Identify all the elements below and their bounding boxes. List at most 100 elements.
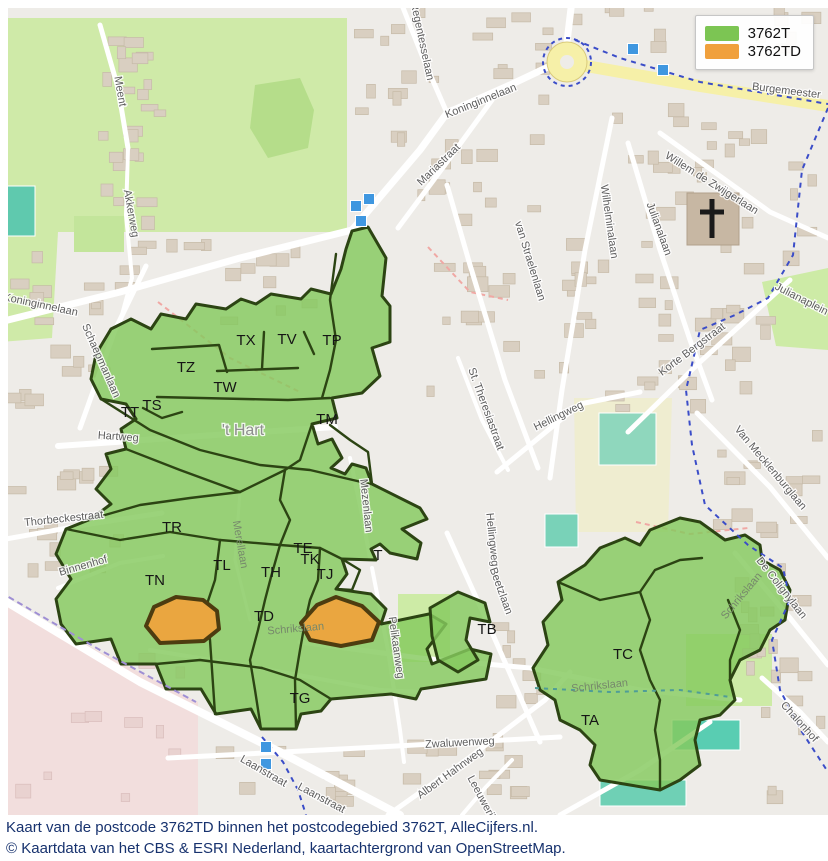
postcode-inner-border xyxy=(334,557,362,592)
building xyxy=(334,795,354,807)
postcode-inner-border xyxy=(150,343,229,374)
building xyxy=(761,707,771,718)
building xyxy=(153,109,167,117)
area-3762T-east xyxy=(531,516,792,792)
postcode-inner-border xyxy=(141,406,184,420)
building xyxy=(767,785,777,796)
building xyxy=(239,782,256,795)
footpath xyxy=(427,246,509,301)
building xyxy=(738,138,750,146)
area-label-tv: TV xyxy=(277,331,296,348)
building xyxy=(807,174,817,187)
map-canvas: MeentAkkerwegKoninginnelaanSchaepmanlaan… xyxy=(0,0,828,815)
area-label-td: TD xyxy=(254,608,274,625)
building xyxy=(750,129,768,144)
roundabout-center xyxy=(560,55,574,69)
area-3762TD-west xyxy=(144,595,221,645)
building xyxy=(131,52,149,65)
postcode-inner-border xyxy=(99,397,372,486)
area-label-tt: TT xyxy=(121,404,139,421)
area-label-tw: TW xyxy=(213,379,237,396)
caption-line-1: Kaart van de postcode 3762TD binnen het … xyxy=(6,819,539,836)
building xyxy=(43,771,53,780)
area-label-tg: TG xyxy=(290,690,311,707)
building xyxy=(644,381,656,391)
postcode-map: Meent Akkerweg Koninginnelaan Schaepmanlaan… xyxy=(0,0,828,815)
building xyxy=(647,150,659,165)
legend-label-3762t: 3762T xyxy=(747,25,791,42)
road-st-theresiastraat xyxy=(456,356,510,472)
building xyxy=(140,104,159,112)
building xyxy=(725,359,736,371)
area-label-tc: TC xyxy=(613,646,633,663)
road-koninginnelaan-west xyxy=(0,226,356,326)
road-julianalaan xyxy=(625,140,715,403)
building xyxy=(779,657,799,674)
building xyxy=(433,262,456,272)
place-label: 't Hart xyxy=(222,422,265,439)
building xyxy=(120,793,131,802)
building xyxy=(31,251,43,264)
building xyxy=(107,36,127,46)
building xyxy=(476,148,498,162)
building xyxy=(83,282,105,291)
building xyxy=(493,68,514,80)
building xyxy=(741,216,754,229)
area-label-th: TH xyxy=(261,564,281,581)
roundabout-ring xyxy=(542,37,592,87)
road-leeuwerik xyxy=(460,758,514,815)
area-label-tn: TN xyxy=(145,572,165,589)
page-margin-left xyxy=(0,0,8,815)
building xyxy=(225,267,242,282)
building xyxy=(143,79,153,90)
building xyxy=(790,188,798,201)
building xyxy=(701,122,717,131)
area-label-tb: TB xyxy=(477,621,496,638)
building xyxy=(129,246,147,255)
building xyxy=(638,297,656,308)
road-akkerweg xyxy=(118,146,134,324)
building xyxy=(100,183,114,197)
legend-row-3762td: 3762TD xyxy=(704,44,801,59)
area-label-ts: TS xyxy=(142,397,161,414)
building xyxy=(472,32,494,41)
road-meent xyxy=(97,22,131,151)
building xyxy=(391,24,406,35)
admin-boundary xyxy=(0,591,197,703)
orchard xyxy=(74,216,124,252)
building xyxy=(812,430,823,442)
building xyxy=(658,360,672,374)
postcode-inner-border xyxy=(89,468,287,521)
building xyxy=(664,300,673,311)
building xyxy=(641,240,653,248)
road-van-straelenlaan xyxy=(444,182,541,471)
legend-swatch-3762t xyxy=(704,26,739,41)
street-label: Hartweg xyxy=(97,430,139,445)
building xyxy=(788,161,804,171)
building xyxy=(183,242,205,251)
park-northwest xyxy=(0,18,347,232)
area-label-ta: TA xyxy=(581,712,599,729)
building xyxy=(673,116,689,128)
area-label-tl: TL xyxy=(213,557,231,574)
building xyxy=(397,132,406,147)
sports-pitch xyxy=(598,412,657,466)
building xyxy=(123,37,144,48)
building xyxy=(24,393,44,407)
road-burgemeesterweg xyxy=(580,60,828,112)
building xyxy=(113,197,125,207)
building xyxy=(442,316,451,325)
postcode-inner-border xyxy=(154,658,264,670)
building xyxy=(380,35,390,46)
transit-marker-icon xyxy=(363,193,375,205)
building xyxy=(739,381,753,395)
building xyxy=(137,89,149,101)
building xyxy=(108,151,124,163)
sports-pitch xyxy=(544,513,579,548)
admin-boundary xyxy=(534,687,731,698)
building xyxy=(496,695,517,709)
building xyxy=(597,259,610,273)
building xyxy=(615,404,631,412)
building xyxy=(667,103,685,118)
legend-row-3762t: 3762T xyxy=(704,25,801,42)
